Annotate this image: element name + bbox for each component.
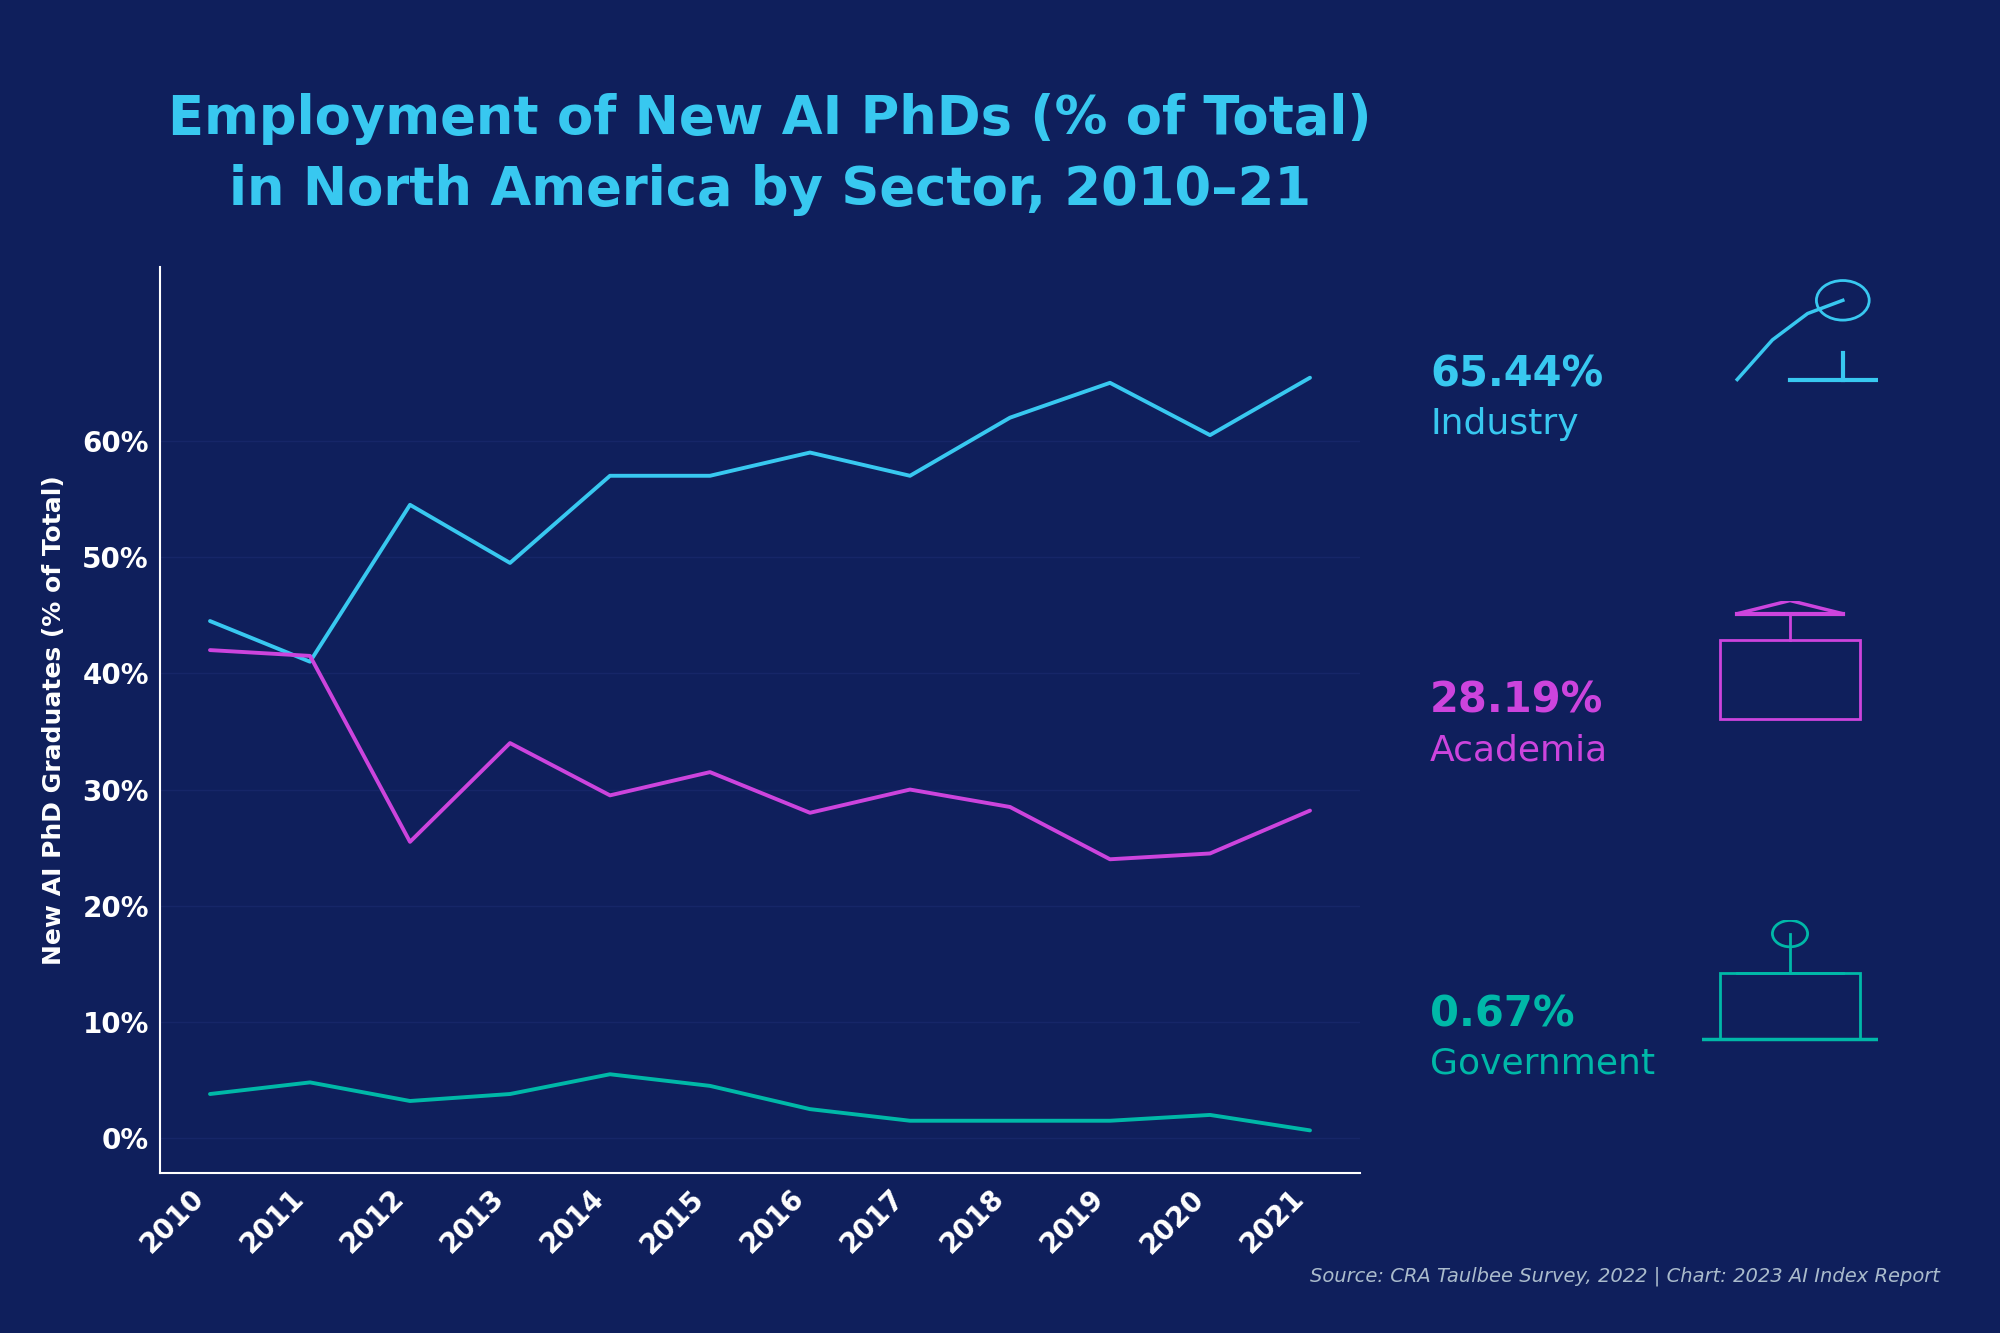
Text: Employment of New AI PhDs (% of Total)
in North America by Sector, 2010–21: Employment of New AI PhDs (% of Total) i…	[168, 93, 1372, 216]
Text: Academia: Academia	[1430, 733, 1608, 768]
Text: 0.67%: 0.67%	[1430, 993, 1574, 1036]
Text: 28.19%: 28.19%	[1430, 680, 1604, 722]
Text: 65.44%: 65.44%	[1430, 353, 1604, 396]
Bar	[1720, 640, 1860, 720]
Text: Industry: Industry	[1430, 407, 1578, 441]
Bar	[1720, 973, 1860, 1040]
Text: Government: Government	[1430, 1046, 1656, 1081]
Y-axis label: New AI PhD Graduates (% of Total): New AI PhD Graduates (% of Total)	[42, 475, 66, 965]
Text: Source: CRA Taulbee Survey, 2022 | Chart: 2023 AI Index Report: Source: CRA Taulbee Survey, 2022 | Chart…	[1310, 1266, 1940, 1286]
